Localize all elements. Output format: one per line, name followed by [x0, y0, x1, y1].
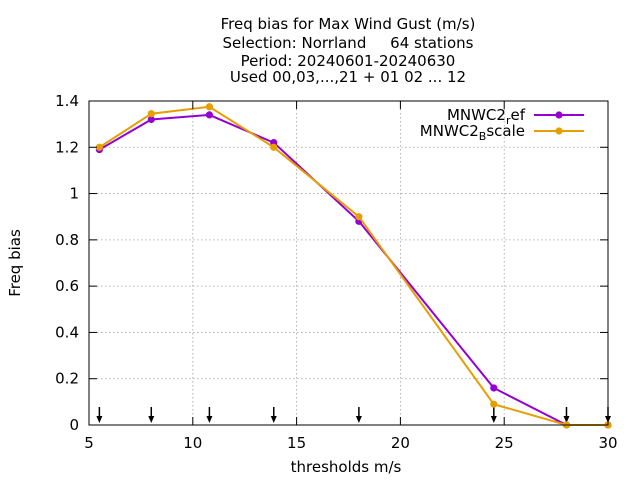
y-tick-label: 0.6 [55, 277, 79, 295]
x-tick-label: 30 [598, 434, 617, 452]
threshold-arrow-head [206, 416, 213, 423]
series-2 [95, 103, 612, 429]
threshold-arrow-icon [96, 407, 103, 423]
threshold-arrow-head [490, 416, 497, 423]
threshold-arrow-icon [563, 407, 570, 423]
title-line-4: Used 00,03,...,21 + 01 02 ... 12 [230, 68, 466, 86]
threshold-arrow-head [355, 416, 362, 423]
data-point [95, 143, 103, 151]
axis-ticks: 0 0.2 0.4 0.6 0.8 1 1.2 1.4 5 10 15 20 25 30 [55, 92, 617, 452]
data-point [355, 213, 363, 221]
x-tick-label: 15 [287, 434, 306, 452]
legend-entry: MNWC2Bscale [420, 122, 584, 143]
data-point [270, 143, 278, 151]
y-tick-label: 0.8 [55, 231, 79, 249]
data-point [490, 400, 498, 408]
threshold-arrow-head [148, 416, 155, 423]
threshold-arrow-icon [148, 407, 155, 423]
x-tick-label: 25 [495, 434, 514, 452]
x-tick-label: 10 [183, 434, 202, 452]
threshold-arrow-icon [206, 407, 213, 423]
title-line-1: Freq bias for Max Wind Gust (m/s) [221, 15, 476, 33]
series-line [98, 105, 608, 426]
legend-entry: MNWC2ref [447, 106, 584, 127]
y-tick-label: 0.4 [55, 323, 79, 341]
data-point [205, 103, 214, 111]
legend-point-sample [555, 111, 563, 119]
plot-border [88, 100, 609, 426]
y-tick-label: 0.2 [55, 370, 79, 388]
threshold-arrow-icon [490, 407, 497, 423]
data-point [147, 115, 155, 124]
x-axis-label: thresholds m/s [291, 458, 402, 476]
threshold-arrow-head [270, 416, 277, 423]
data-point [490, 384, 498, 392]
chart-title: Freq bias for Max Wind Gust (m/s) Select… [221, 15, 476, 86]
legend-label: MNWC2Bscale [420, 122, 525, 143]
y-tick-label: 1.4 [55, 92, 79, 110]
legend-label: MNWC2ref [447, 106, 526, 127]
y-tick-label: 1.2 [55, 138, 79, 156]
threshold-arrow-head [563, 416, 570, 423]
title-line-2: Selection: Norrland 64 stations [223, 34, 474, 52]
x-tick-label: 20 [391, 434, 410, 452]
y-tick-label: 0 [69, 416, 79, 434]
threshold-arrow-icon [270, 407, 277, 423]
threshold-arrow-head [96, 416, 103, 423]
data-point [205, 111, 214, 119]
y-axis-label: Freq bias [6, 229, 24, 297]
gridlines [89, 101, 608, 425]
data-series [95, 103, 612, 429]
title-line-3: Period: 20240601-20240630 [241, 52, 456, 70]
y-tick-label: 1 [69, 185, 79, 203]
threshold-markers [96, 407, 611, 423]
data-point [147, 110, 155, 118]
threshold-arrow-icon [355, 407, 362, 423]
series-1 [95, 111, 612, 429]
x-tick-label: 5 [84, 434, 94, 452]
legend-point-sample [555, 127, 563, 135]
